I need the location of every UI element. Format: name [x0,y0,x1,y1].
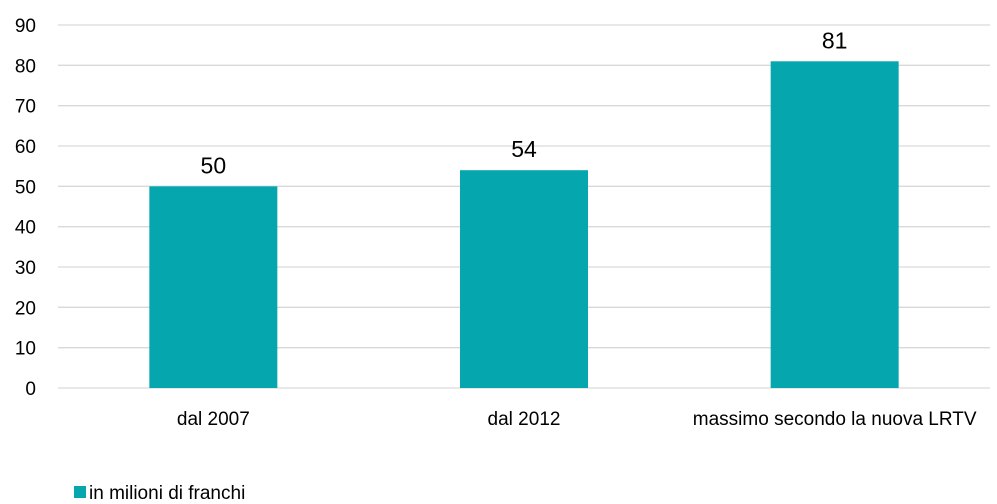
x-tick-label: dal 2012 [488,409,561,430]
y-tick-label: 80 [15,56,36,77]
bar [149,186,278,388]
legend-swatch [74,486,86,498]
y-tick-label: 40 [15,218,36,239]
y-tick-label: 70 [15,97,36,118]
y-tick-label: 0 [25,379,36,400]
y-tick-label: 60 [15,137,36,158]
y-tick-label: 50 [15,177,36,198]
y-tick-label: 90 [15,16,36,37]
x-tick-label: dal 2007 [177,409,250,430]
bar [460,170,588,388]
x-tick-label: massimo secondo la nuova LRTV [693,409,977,430]
x-axis: dal 2007 dal 2012 massimo secondo la nuova… [177,409,977,430]
bars [149,61,899,389]
data-label: 54 [511,136,537,162]
y-tick-label: 10 [15,339,36,360]
legend: in milioni di franchi [74,483,245,504]
y-axis: 0 10 20 30 40 50 60 70 80 90 [15,16,36,400]
legend-label: in milioni di franchi [89,483,245,504]
data-label: 50 [201,152,227,178]
data-labels: 50 54 81 [201,27,848,178]
data-label: 81 [822,27,848,53]
bar [770,61,899,389]
y-tick-label: 20 [15,298,36,319]
y-tick-label: 30 [15,258,36,279]
